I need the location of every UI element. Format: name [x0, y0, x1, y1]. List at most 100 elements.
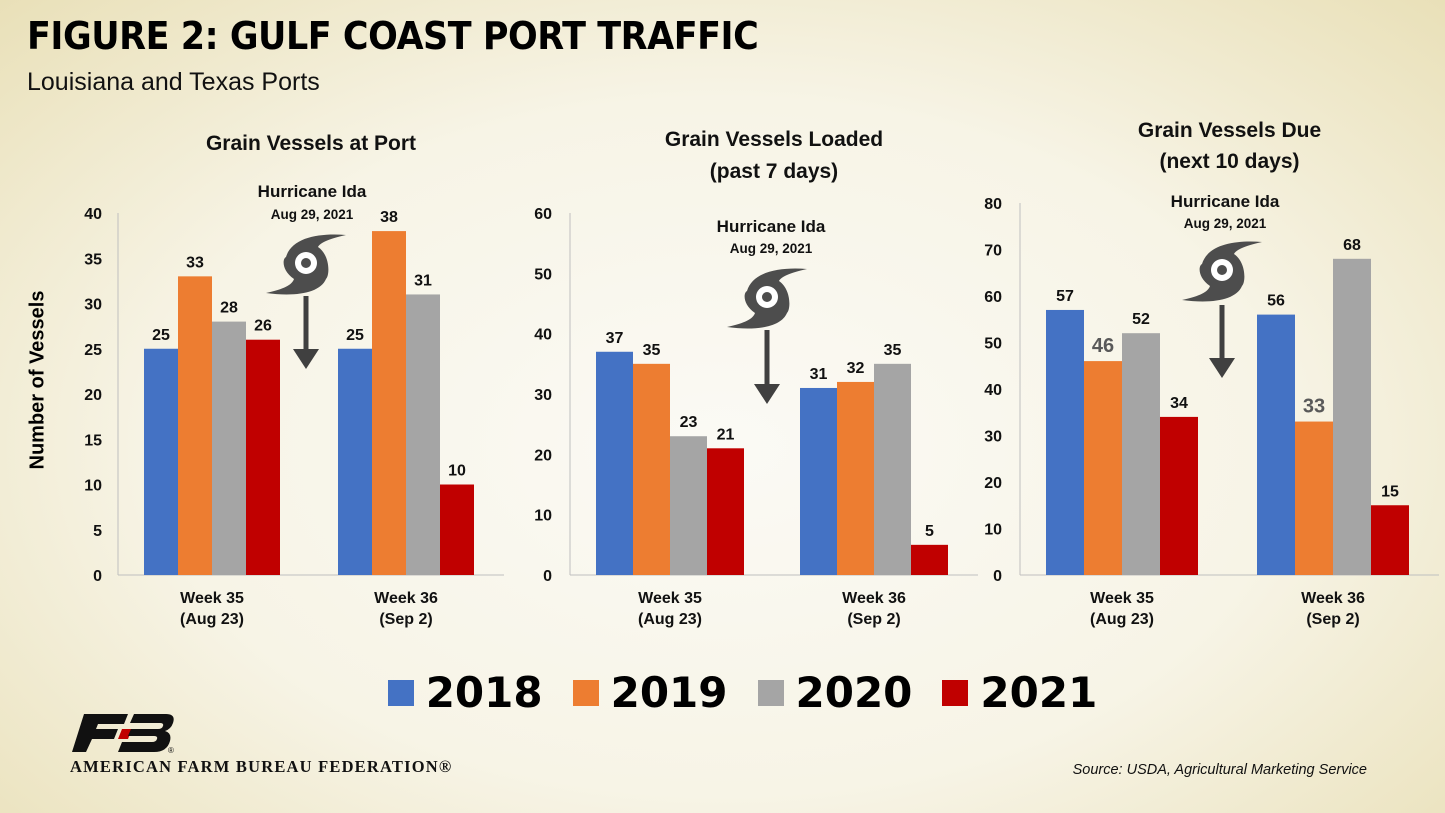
- y-tick-label: 20: [534, 447, 552, 464]
- y-tick-label: 50: [534, 266, 552, 283]
- x-category-label: Week 36: [1301, 590, 1365, 607]
- annotation-date: Aug 29, 2021: [1184, 216, 1267, 231]
- annotation-title: Hurricane Ida: [1171, 192, 1280, 211]
- chart-title: Grain Vessels at Port: [206, 132, 416, 155]
- bar-2021: [1160, 416, 1198, 575]
- legend-item-2018: 2018: [387, 668, 543, 717]
- bar-2021: [1371, 505, 1409, 575]
- x-category-label: Week 36: [842, 590, 906, 607]
- y-tick-label: 60: [984, 289, 1002, 306]
- x-category-label: Week 36: [374, 590, 438, 607]
- figure-title: FIGURE 2: GULF COAST PORT TRAFFIC: [27, 14, 759, 58]
- x-category-label: (Sep 2): [379, 611, 432, 628]
- y-tick-label: 60: [534, 206, 552, 223]
- x-category-label: Week 35: [1090, 590, 1154, 607]
- data-label: 57: [1056, 288, 1074, 305]
- legend-label-2020: 2020: [795, 668, 913, 717]
- bar-2019: [633, 363, 670, 575]
- legend-item-2020: 2020: [757, 668, 913, 717]
- annotation-title: Hurricane Ida: [717, 217, 826, 236]
- legend-label-2021: 2021: [980, 668, 1098, 717]
- bar-2018: [800, 387, 837, 575]
- chart-title: (past 7 days): [710, 160, 838, 183]
- legend-swatch-2021: [942, 679, 969, 706]
- annotation-arrowhead: [293, 349, 319, 369]
- y-tick-label: 15: [84, 432, 102, 449]
- x-category-label: Week 35: [638, 590, 702, 607]
- data-label: 34: [1170, 395, 1188, 412]
- bar-2019: [178, 276, 212, 575]
- bar-2020: [406, 294, 440, 575]
- legend-label-2018: 2018: [425, 668, 543, 717]
- data-label: 32: [847, 360, 865, 377]
- x-category-label: (Aug 23): [1090, 611, 1154, 628]
- bar-2020: [212, 321, 246, 575]
- hurricane-icon: [1182, 241, 1262, 302]
- source-note: Source: USDA, Agricultural Marketing Ser…: [1072, 762, 1367, 778]
- y-tick-label: 50: [984, 336, 1002, 353]
- y-tick-label: 10: [534, 508, 552, 525]
- data-label: 56: [1267, 293, 1285, 310]
- hurricane-icon: [266, 234, 346, 295]
- data-label: 68: [1343, 237, 1361, 254]
- legend-item-2019: 2019: [572, 668, 728, 717]
- data-label: 35: [884, 342, 902, 359]
- bar-2020: [1333, 258, 1371, 575]
- annotation-title: Hurricane Ida: [258, 182, 367, 201]
- bar-2020: [874, 363, 911, 575]
- data-label: 26: [254, 318, 272, 335]
- fb-logo-icon: ®: [72, 714, 174, 754]
- x-category-label: (Sep 2): [1306, 611, 1359, 628]
- annotation-arrowhead: [754, 384, 780, 404]
- bar-2019: [1084, 361, 1122, 575]
- bar-2019: [372, 231, 406, 575]
- bar-2021: [911, 544, 948, 575]
- data-label: 25: [346, 327, 364, 344]
- bar-2018: [338, 348, 372, 575]
- y-tick-label: 20: [84, 387, 102, 404]
- y-tick-label: 0: [543, 568, 552, 585]
- x-category-label: (Aug 23): [638, 611, 702, 628]
- x-category-label: Week 35: [180, 590, 244, 607]
- legend-label-2019: 2019: [610, 668, 728, 717]
- data-label: 38: [380, 209, 398, 226]
- y-tick-label: 0: [993, 568, 1002, 585]
- bar-2018: [1257, 314, 1295, 575]
- y-tick-label: 25: [84, 342, 102, 359]
- bar-2018: [144, 348, 178, 575]
- y-tick-label: 10: [84, 478, 102, 495]
- annotation-date: Aug 29, 2021: [730, 241, 813, 256]
- organization-name: AMERICAN FARM BUREAU FEDERATION®: [70, 757, 453, 776]
- data-label: 33: [1303, 396, 1325, 418]
- chart-title: Grain Vessels Due: [1138, 119, 1321, 142]
- bar-2021: [440, 484, 474, 575]
- y-tick-label: 35: [84, 251, 102, 268]
- x-category-label: (Aug 23): [180, 611, 244, 628]
- legend-item-2021: 2021: [942, 668, 1097, 717]
- bar-2021: [246, 339, 280, 575]
- data-label: 35: [643, 342, 661, 359]
- data-label: 25: [152, 327, 170, 344]
- y-tick-label: 40: [534, 327, 552, 344]
- legend-swatch-2020: [757, 679, 784, 706]
- bar-2018: [596, 351, 633, 575]
- figure-subtitle: Louisiana and Texas Ports: [27, 68, 320, 96]
- data-label: 10: [448, 463, 466, 480]
- y-tick-label: 20: [984, 475, 1002, 492]
- legend-swatch-2019: [572, 679, 599, 706]
- y-tick-label: 30: [984, 429, 1002, 446]
- svg-text:®: ®: [168, 746, 174, 754]
- y-tick-label: 30: [534, 387, 552, 404]
- data-label: 52: [1132, 311, 1150, 328]
- y-tick-label: 80: [984, 196, 1002, 213]
- bar-2019: [837, 381, 874, 575]
- legend-swatch-2018: [387, 679, 414, 706]
- data-label: 23: [680, 414, 698, 431]
- y-tick-label: 30: [84, 297, 102, 314]
- chart-title: Grain Vessels Loaded: [665, 128, 883, 151]
- chart-title: (next 10 days): [1159, 150, 1299, 173]
- data-label: 28: [220, 300, 238, 317]
- bar-2018: [1046, 309, 1084, 575]
